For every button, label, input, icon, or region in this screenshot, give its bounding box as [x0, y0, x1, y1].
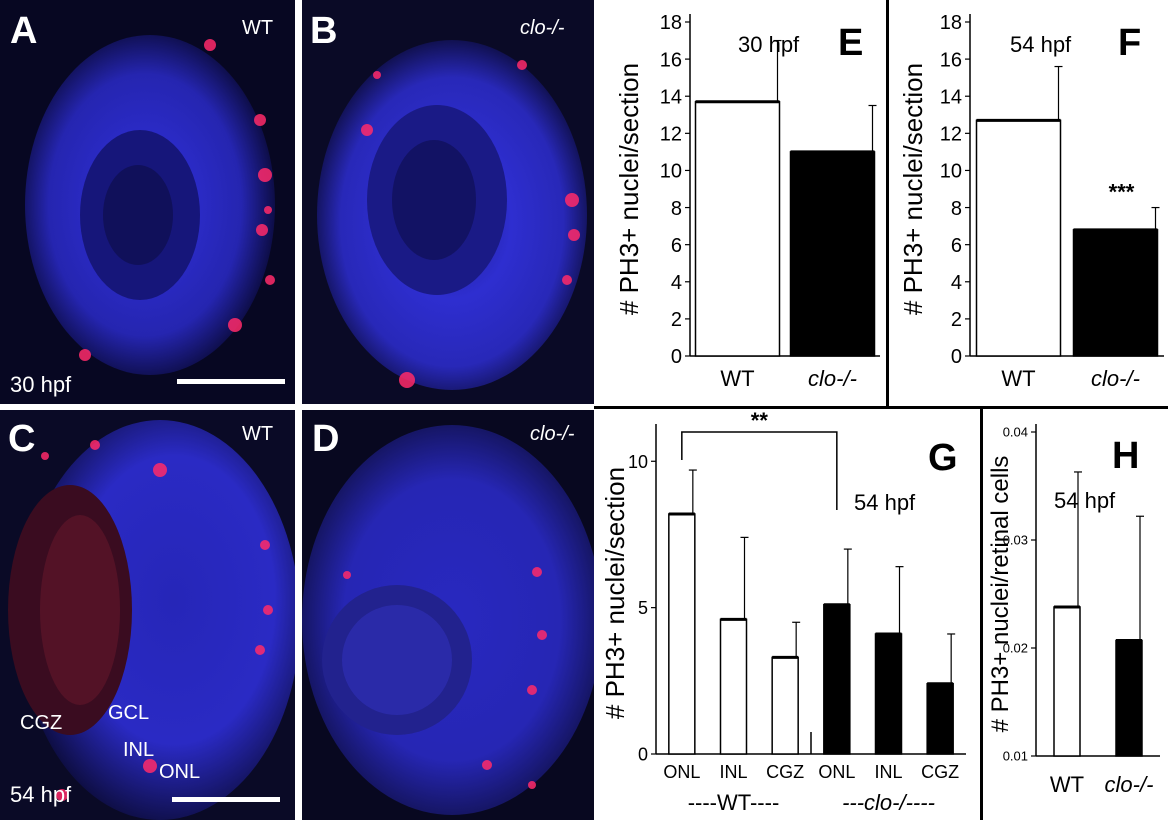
panel-label-e: E — [838, 22, 863, 64]
micrograph-a-image — [0, 0, 295, 404]
y-tick-label: 6 — [671, 235, 682, 257]
bar — [1115, 639, 1143, 757]
y-tick-label: 0.03 — [1003, 533, 1028, 548]
y-tick-label: 6 — [951, 235, 962, 257]
micrograph-b — [302, 0, 594, 404]
scale-bar-c — [172, 797, 280, 802]
y-tick-label: 10 — [940, 161, 962, 183]
group-label-clo: ---clo-/---- — [842, 790, 935, 815]
y-tick-label: 18 — [940, 12, 962, 34]
x-category-label: WT — [1001, 366, 1035, 391]
x-category-label: INL — [719, 762, 747, 782]
y-tick-label: 12 — [660, 124, 682, 146]
micrograph-d-image — [302, 410, 594, 820]
bar — [874, 633, 903, 755]
y-tick-label: 0.04 — [1003, 425, 1028, 440]
panel-label-b: B — [310, 10, 338, 52]
bar — [926, 682, 954, 755]
y-tick-label: 14 — [940, 86, 962, 108]
significance-bracket — [681, 431, 838, 510]
micrograph-b-image — [302, 0, 594, 404]
y-axis-title: # PH3+ nuclei/section — [898, 63, 928, 315]
genotype-label-b: clo-/- — [520, 17, 565, 39]
genotype-label-a: WT — [242, 17, 274, 39]
layer-label-inl: INL — [123, 739, 155, 761]
chart-title: 54 hpf — [1010, 32, 1072, 57]
micrograph-a — [0, 0, 295, 404]
bar — [694, 101, 781, 357]
bar — [1053, 606, 1081, 757]
x-category-label: CGZ — [921, 762, 959, 782]
y-tick-label: 2 — [671, 309, 682, 331]
x-category-label: clo-/- — [808, 366, 857, 391]
y-tick-label: 18 — [660, 12, 682, 34]
x-category-label: clo-/- — [1091, 366, 1140, 391]
y-axis-title: # PH3+ nuclei/retinal cells — [987, 456, 1014, 733]
x-category-label: WT — [1050, 772, 1084, 797]
bar — [789, 151, 876, 357]
x-category-label: WT — [720, 366, 754, 391]
micrograph-c — [0, 410, 295, 820]
panel-label-d: D — [312, 418, 340, 460]
y-tick-label: 2 — [951, 309, 962, 331]
y-tick-label: 8 — [671, 198, 682, 220]
bar — [771, 656, 799, 755]
y-tick-label: 4 — [671, 272, 682, 294]
layer-label-onl: ONL — [159, 761, 201, 783]
panel-label-a: A — [10, 10, 38, 52]
y-tick-label: 16 — [660, 49, 682, 71]
y-tick-label: 16 — [940, 49, 962, 71]
significance-marker: ** — [751, 410, 769, 433]
bar — [823, 603, 851, 755]
chart-g: G 0 5 10# PH3+ nuclei/section 54 hpf ONL INL C… — [600, 410, 966, 815]
y-tick-label: 10 — [660, 161, 682, 183]
y-tick-label: 0 — [951, 346, 962, 368]
chart-title: 30 hpf — [738, 32, 800, 57]
y-tick-label: 5 — [638, 598, 648, 618]
x-category-label: ONL — [663, 762, 700, 782]
bar — [719, 618, 748, 755]
panel-divider-gh — [980, 408, 983, 820]
chart-e: E 0 2 4 6 8 10 12 14 16 18 # PH3+ nuclei/section 30… — [614, 12, 880, 391]
bar — [668, 513, 696, 755]
panel-label-h: H — [1112, 435, 1139, 477]
bar — [975, 119, 1062, 357]
chart-h: H 0.01 0.02 0.03 0.04 # PH3+ nuclei/retinal … — [987, 424, 1160, 797]
panel-label-f: F — [1118, 22, 1141, 64]
panel-divider-top-bottom — [594, 406, 1168, 409]
genotype-label-c: WT — [242, 423, 274, 445]
group-label-wt: ----WT---- — [688, 790, 780, 815]
panel-label-g: G — [928, 437, 958, 479]
stage-label-c: 54 hpf — [10, 782, 72, 807]
panel-label-c: C — [8, 418, 36, 460]
x-category-label: INL — [874, 762, 902, 782]
y-tick-label: 0 — [671, 346, 682, 368]
significance-marker: *** — [1109, 180, 1135, 205]
chart-title: 54 hpf — [1054, 488, 1116, 513]
micrograph-c-image — [0, 410, 295, 820]
y-tick-label: 12 — [940, 124, 962, 146]
y-tick-label: 4 — [951, 272, 962, 294]
stage-label-a: 30 hpf — [10, 372, 72, 397]
y-tick-label: 8 — [951, 198, 962, 220]
y-tick-label: 0 — [638, 744, 648, 764]
scale-bar-a — [177, 379, 285, 384]
x-category-label: clo-/- — [1105, 772, 1154, 797]
genotype-label-d: clo-/- — [530, 423, 575, 445]
micrograph-d — [302, 410, 594, 820]
bar — [1072, 229, 1159, 357]
y-tick-label: 14 — [660, 86, 682, 108]
x-category-label: ONL — [818, 762, 855, 782]
layer-label-cgz: CGZ — [20, 712, 63, 734]
panel-divider-ef — [886, 0, 889, 408]
y-axis-title: # PH3+ nuclei/section — [614, 63, 644, 315]
chart-f: F 0 2 4 6 8 10 12 14 16 18 # PH3+ nuclei/section 54… — [898, 12, 1164, 391]
x-category-label: CGZ — [766, 762, 804, 782]
y-axis-title: # PH3+ nuclei/section — [600, 467, 630, 719]
y-tick-label: 10 — [628, 452, 648, 472]
chart-title: 54 hpf — [854, 490, 916, 515]
y-tick-label: 0.02 — [1003, 641, 1028, 656]
y-tick-label: 0.01 — [1003, 749, 1028, 764]
layer-label-gcl: GCL — [108, 702, 150, 724]
